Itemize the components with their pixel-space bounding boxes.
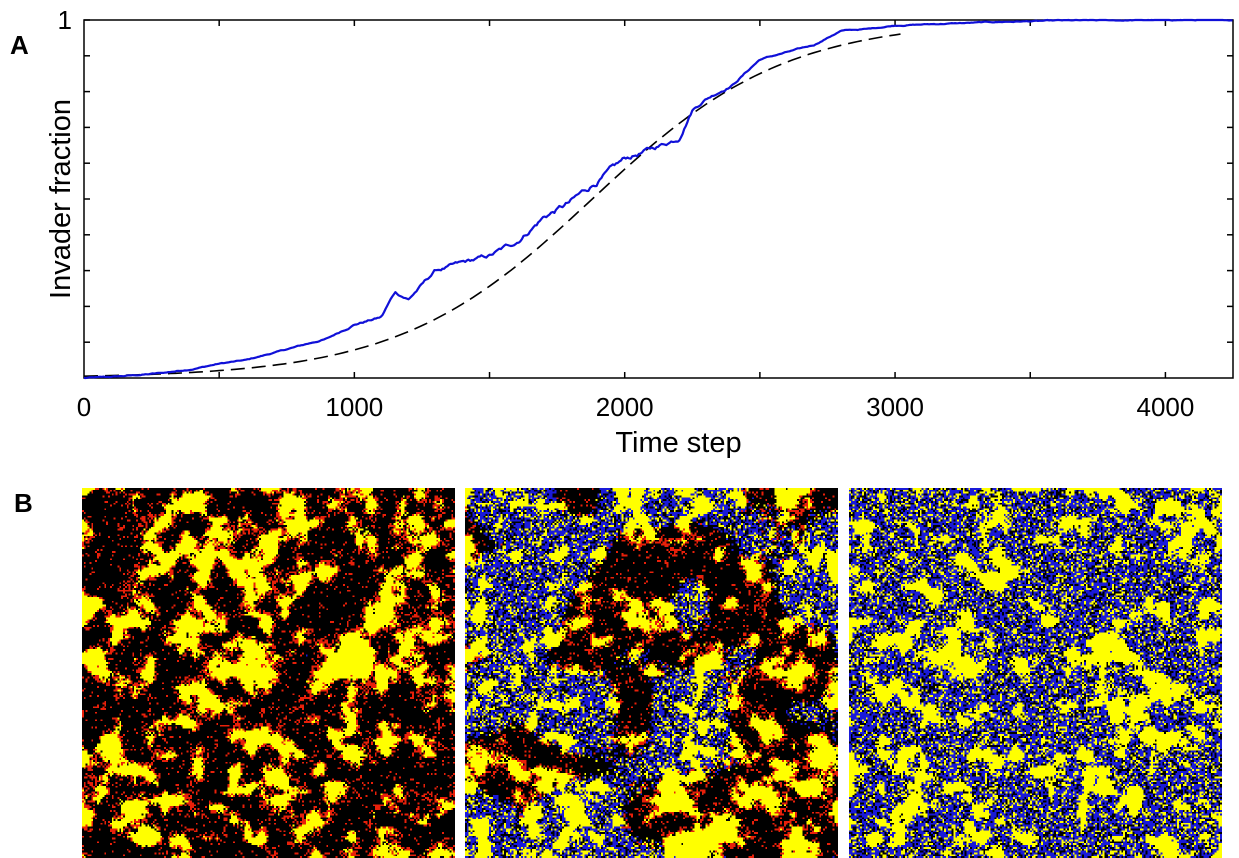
plot-frame (83, 19, 1234, 379)
x-tick-label: 0 (77, 392, 91, 422)
lattice-snapshot-early (82, 488, 455, 858)
y-axis-title: Invader fraction (45, 99, 77, 299)
fit-curve (83, 33, 901, 377)
x-tick-label: 1000 (325, 392, 383, 422)
series-group (83, 18, 1233, 380)
panel-label-b: B (14, 488, 33, 518)
invader-fraction-chart: 0 1000 2000 3000 4000 1 Time step Invader fract… (45, 5, 1234, 459)
y-tick-label: 1 (58, 5, 72, 35)
axis-labels: 0 1000 2000 3000 4000 1 Time step Invader fract… (45, 5, 1194, 459)
panel-label-a: A (10, 30, 29, 60)
x-axis-title: Time step (615, 427, 741, 459)
lattice-snapshot-late (849, 488, 1222, 858)
x-tick-label: 3000 (866, 392, 924, 422)
x-tick-label: 4000 (1136, 392, 1194, 422)
simulation-curve (83, 18, 1233, 380)
x-tick-label: 2000 (596, 392, 654, 422)
axes-group (83, 19, 1234, 379)
lattice-snapshot-middle (465, 488, 838, 858)
